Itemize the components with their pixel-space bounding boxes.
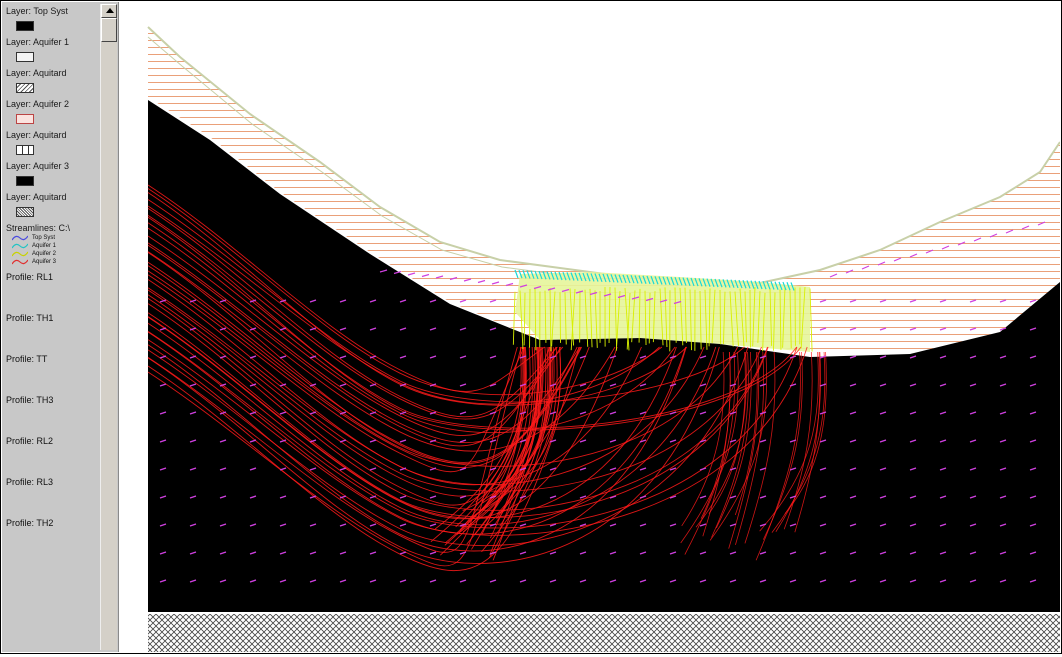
streamline-label: Top Syst <box>32 234 55 242</box>
streamline-label: Aquifer 1 <box>32 242 56 250</box>
legend-layer-label: Layer: Top Syst <box>6 6 100 17</box>
layer-swatch <box>16 114 34 124</box>
legend-layer-aquitard-3[interactable]: Layer: Aquitard <box>6 192 100 217</box>
legend-layer-label: Layer: Aquitard <box>6 192 100 203</box>
aquitard-base <box>148 614 1060 652</box>
legend-profile-th2[interactable]: Profile: TH2 <box>6 518 100 559</box>
legend-panel: Layer: Top Syst Layer: Aquifer 1 Layer: … <box>2 2 119 652</box>
streamline-wave-icon <box>12 250 28 258</box>
scroll-up-button[interactable] <box>101 4 117 18</box>
streamline-aquifer-1: Aquifer 1 <box>12 242 100 250</box>
streamline-label: Aquifer 2 <box>32 250 56 258</box>
layer-swatch <box>16 21 34 31</box>
layer-swatch <box>16 145 34 155</box>
legend-profile-rl2[interactable]: Profile: RL2 <box>6 436 100 477</box>
layer-swatch <box>16 176 34 186</box>
layer-swatch <box>16 83 34 93</box>
streamline-label: Aquifer 3 <box>32 258 56 266</box>
legend-list: Layer: Top Syst Layer: Aquifer 1 Layer: … <box>6 6 100 559</box>
legend-streamlines[interactable]: Streamlines: C:\ Top Syst Aquifer 1 Aqui… <box>6 223 100 266</box>
legend-layer-aquifer-3[interactable]: Layer: Aquifer 3 <box>6 161 100 186</box>
streamline-wave-icon <box>12 258 28 266</box>
legend-layer-aquitard-2[interactable]: Layer: Aquitard <box>6 130 100 155</box>
legend-layer-label: Layer: Aquifer 1 <box>6 37 100 48</box>
legend-layer-label: Layer: Aquitard <box>6 130 100 141</box>
legend-layer-top-system[interactable]: Layer: Top Syst <box>6 6 100 31</box>
cross-section-view[interactable] <box>120 2 1060 652</box>
legend-layer-aquifer-2[interactable]: Layer: Aquifer 2 <box>6 99 100 124</box>
streamline-wave-icon <box>12 242 28 250</box>
layer-swatch <box>16 52 34 62</box>
legend-layer-aquifer-1[interactable]: Layer: Aquifer 1 <box>6 37 100 62</box>
layer-swatch <box>16 207 34 217</box>
legend-profile-tt[interactable]: Profile: TT <box>6 354 100 395</box>
legend-layer-label: Layer: Aquifer 2 <box>6 99 100 110</box>
scroll-thumb[interactable] <box>101 18 117 42</box>
streamline-wave-icon <box>12 234 28 242</box>
legend-scrollbar[interactable] <box>100 4 117 650</box>
legend-layer-label: Layer: Aquifer 3 <box>6 161 100 172</box>
streamlines-label: Streamlines: C:\ <box>6 223 100 234</box>
legend-profile-th1[interactable]: Profile: TH1 <box>6 313 100 354</box>
legend-layer-label: Layer: Aquitard <box>6 68 100 79</box>
streamline-top-system: Top Syst <box>12 234 100 242</box>
streamline-aquifer-3: Aquifer 3 <box>12 258 100 266</box>
cross-section-canvas <box>120 2 1060 652</box>
legend-profile-rl1[interactable]: Profile: RL1 <box>6 272 100 313</box>
legend-profile-rl3[interactable]: Profile: RL3 <box>6 477 100 518</box>
legend-layer-aquitard-1[interactable]: Layer: Aquitard <box>6 68 100 93</box>
streamline-aquifer-2: Aquifer 2 <box>12 250 100 258</box>
legend-profile-th3[interactable]: Profile: TH3 <box>6 395 100 436</box>
